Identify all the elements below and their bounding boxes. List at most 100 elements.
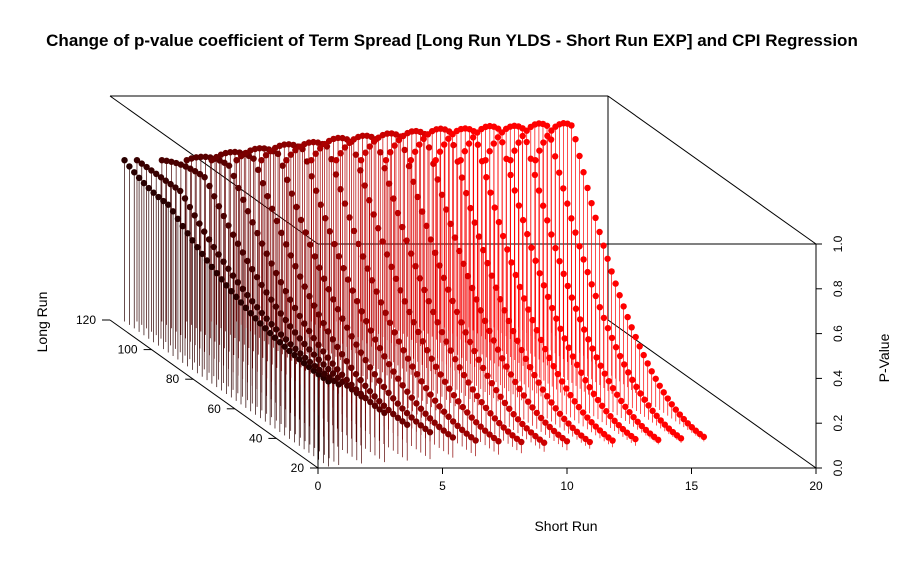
data-point [184, 230, 191, 237]
data-point [288, 190, 296, 197]
data-point [410, 178, 417, 185]
x-tick-label: 20 [809, 479, 823, 493]
data-point [601, 370, 608, 377]
data-point [604, 324, 612, 332]
data-point [301, 340, 308, 348]
box-edge-left-bottom [109, 319, 319, 469]
data-point [210, 193, 218, 200]
data-point [364, 265, 371, 272]
series-points [507, 120, 685, 442]
data-point [565, 420, 572, 427]
data-point [466, 338, 474, 346]
data-point [467, 433, 475, 441]
data-point [568, 215, 575, 222]
data-point [391, 142, 398, 149]
data-point [514, 416, 522, 423]
data-point [131, 169, 138, 176]
data-point [138, 160, 145, 167]
data-point [394, 209, 402, 217]
data-point [484, 259, 491, 267]
data-point [588, 199, 595, 207]
data-point [413, 370, 421, 378]
data-point [519, 132, 526, 140]
data-point [509, 432, 516, 439]
data-point [305, 363, 313, 371]
data-point [475, 356, 482, 363]
data-point [262, 325, 269, 332]
data-point [519, 216, 527, 224]
data-point [315, 311, 322, 318]
data-point [540, 282, 548, 289]
data-point [441, 378, 449, 385]
data-point [135, 174, 143, 182]
data-point [218, 276, 225, 283]
data-point [308, 157, 315, 164]
data-point [506, 405, 513, 412]
data-point [668, 401, 675, 408]
data-point [192, 154, 200, 161]
data-point [465, 140, 473, 147]
data-point [491, 204, 498, 211]
data-point [447, 220, 454, 228]
data-point [443, 338, 450, 345]
data-point [585, 336, 592, 343]
data-point [281, 343, 288, 350]
data-point [520, 295, 528, 302]
data-point [320, 348, 327, 355]
data-point [560, 270, 567, 278]
data-point [377, 299, 385, 306]
data-point [607, 413, 614, 420]
data-point [499, 139, 506, 146]
data-point [366, 388, 374, 395]
data-point [273, 326, 280, 333]
data-point [160, 197, 167, 205]
data-point [423, 222, 430, 230]
data-point [196, 220, 203, 227]
data-point [357, 157, 365, 164]
data-point [463, 189, 470, 197]
data-point [684, 420, 692, 427]
data-point [349, 287, 356, 294]
data-point [567, 391, 574, 399]
data-point [536, 147, 543, 154]
series-points [407, 125, 593, 446]
data-point [467, 204, 474, 212]
data-point [462, 329, 469, 336]
data-point [471, 219, 478, 226]
series-points [308, 134, 502, 445]
data-point [645, 402, 652, 409]
data-point [296, 312, 303, 320]
data-point [632, 435, 639, 443]
data-point [414, 193, 421, 201]
data-point [590, 390, 597, 398]
data-point [287, 151, 295, 158]
data-point [531, 371, 538, 379]
data-point [413, 418, 420, 425]
data-point [162, 177, 170, 184]
data-point [210, 243, 218, 251]
data-point [624, 313, 631, 321]
data-point [417, 405, 425, 412]
data-point [286, 347, 293, 355]
data-point [543, 122, 551, 129]
data-point [560, 185, 567, 192]
data-point [561, 335, 568, 342]
data-point [338, 371, 346, 378]
data-point [572, 135, 579, 143]
data-point [608, 334, 616, 342]
data-point [399, 223, 406, 231]
data-point [656, 382, 663, 389]
data-point [307, 241, 314, 248]
data-point [325, 365, 332, 373]
data-point [445, 135, 452, 142]
data-point [544, 217, 551, 224]
data-point [486, 148, 493, 155]
data-point [326, 228, 334, 235]
data-point [296, 355, 303, 363]
data-point [680, 415, 688, 423]
data-point [206, 182, 213, 190]
data-point [230, 172, 238, 180]
data-point [221, 159, 228, 166]
data-point [616, 292, 623, 299]
y-tick-label: 100 [118, 343, 138, 357]
